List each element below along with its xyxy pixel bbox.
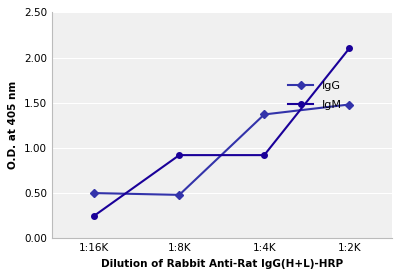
Line: IgG: IgG [92, 102, 352, 198]
Legend: IgG, IgM: IgG, IgM [288, 81, 342, 110]
IgM [262, 153, 267, 157]
IgG [262, 113, 267, 116]
IgM [92, 214, 97, 217]
Line: IgM: IgM [92, 46, 352, 219]
Y-axis label: O.D. at 405 nm: O.D. at 405 nm [8, 81, 18, 170]
IgG [177, 193, 182, 197]
IgM [177, 153, 182, 157]
X-axis label: Dilution of Rabbit Anti-Rat IgG(H+L)-HRP: Dilution of Rabbit Anti-Rat IgG(H+L)-HRP [101, 259, 343, 269]
IgG [347, 103, 352, 106]
IgM [347, 47, 352, 50]
IgG [92, 191, 97, 195]
